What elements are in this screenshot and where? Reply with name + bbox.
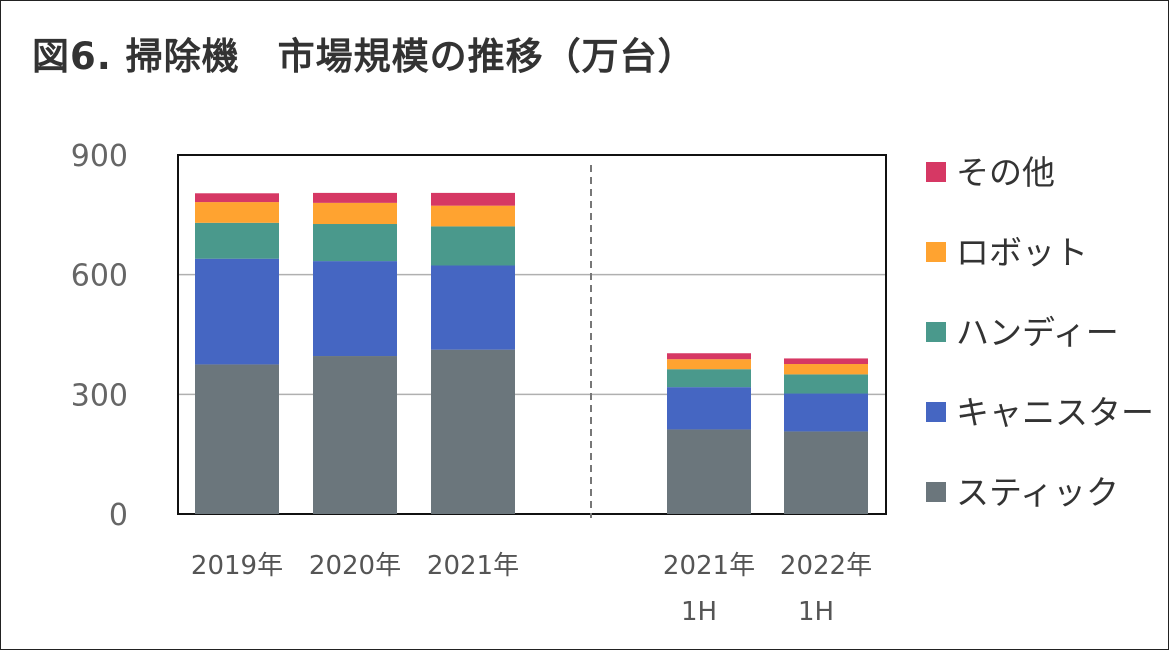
- x-tick-label: 2021年: [427, 551, 519, 581]
- bar-segment: [784, 358, 868, 365]
- bar-segment: [313, 202, 397, 225]
- bar-segment: [195, 364, 279, 514]
- bar-segment: [667, 369, 751, 388]
- bar-segment: [784, 374, 868, 394]
- bar-segment: [195, 193, 279, 203]
- bar-segment: [195, 202, 279, 223]
- legend-swatch: [926, 242, 946, 262]
- bar-segment: [667, 387, 751, 430]
- legend-label: ハンディー: [956, 313, 1119, 352]
- bar-segment: [195, 222, 279, 259]
- y-tick-label: 600: [71, 259, 128, 294]
- bar-segment: [313, 224, 397, 262]
- bar-segment: [313, 356, 397, 514]
- bar-segment: [313, 192, 397, 203]
- x-tick-label: 2019年: [191, 551, 283, 581]
- bar-segment: [431, 349, 515, 514]
- x-tick-label: 1H: [681, 597, 717, 627]
- y-tick-label: 300: [71, 378, 128, 413]
- x-tick-label: 2022年: [780, 551, 872, 581]
- y-tick-label: 900: [71, 139, 128, 174]
- chart-title: 図6. 掃除機 市場規模の推移（万台）: [32, 35, 696, 78]
- legend-swatch: [926, 322, 946, 342]
- legend-label: その他: [956, 153, 1055, 192]
- bar-segment: [313, 261, 397, 357]
- legend-label: ロボット: [956, 233, 1088, 272]
- legend-swatch: [926, 482, 946, 502]
- x-tick-label: 1H: [798, 597, 834, 627]
- legend-swatch: [926, 162, 946, 182]
- bar-segment: [431, 265, 515, 350]
- bar-segment: [667, 429, 751, 514]
- bar-segment: [431, 192, 515, 206]
- legend-label: キャニスター: [956, 393, 1154, 432]
- bar-segment: [667, 353, 751, 360]
- plot-area-border: [177, 154, 887, 515]
- bar-segment: [784, 431, 868, 514]
- bar-segment: [784, 364, 868, 375]
- legend-label: スティック: [956, 473, 1119, 512]
- bar-segment: [667, 359, 751, 370]
- bar-segment: [784, 393, 868, 432]
- bar-segment: [431, 205, 515, 227]
- x-tick-label: 2020年: [309, 551, 401, 581]
- bar-segment: [431, 226, 515, 266]
- legend-swatch: [926, 402, 946, 422]
- bar-segment: [195, 258, 279, 365]
- x-tick-label: 2021年: [663, 551, 755, 581]
- y-tick-label: 0: [109, 498, 128, 533]
